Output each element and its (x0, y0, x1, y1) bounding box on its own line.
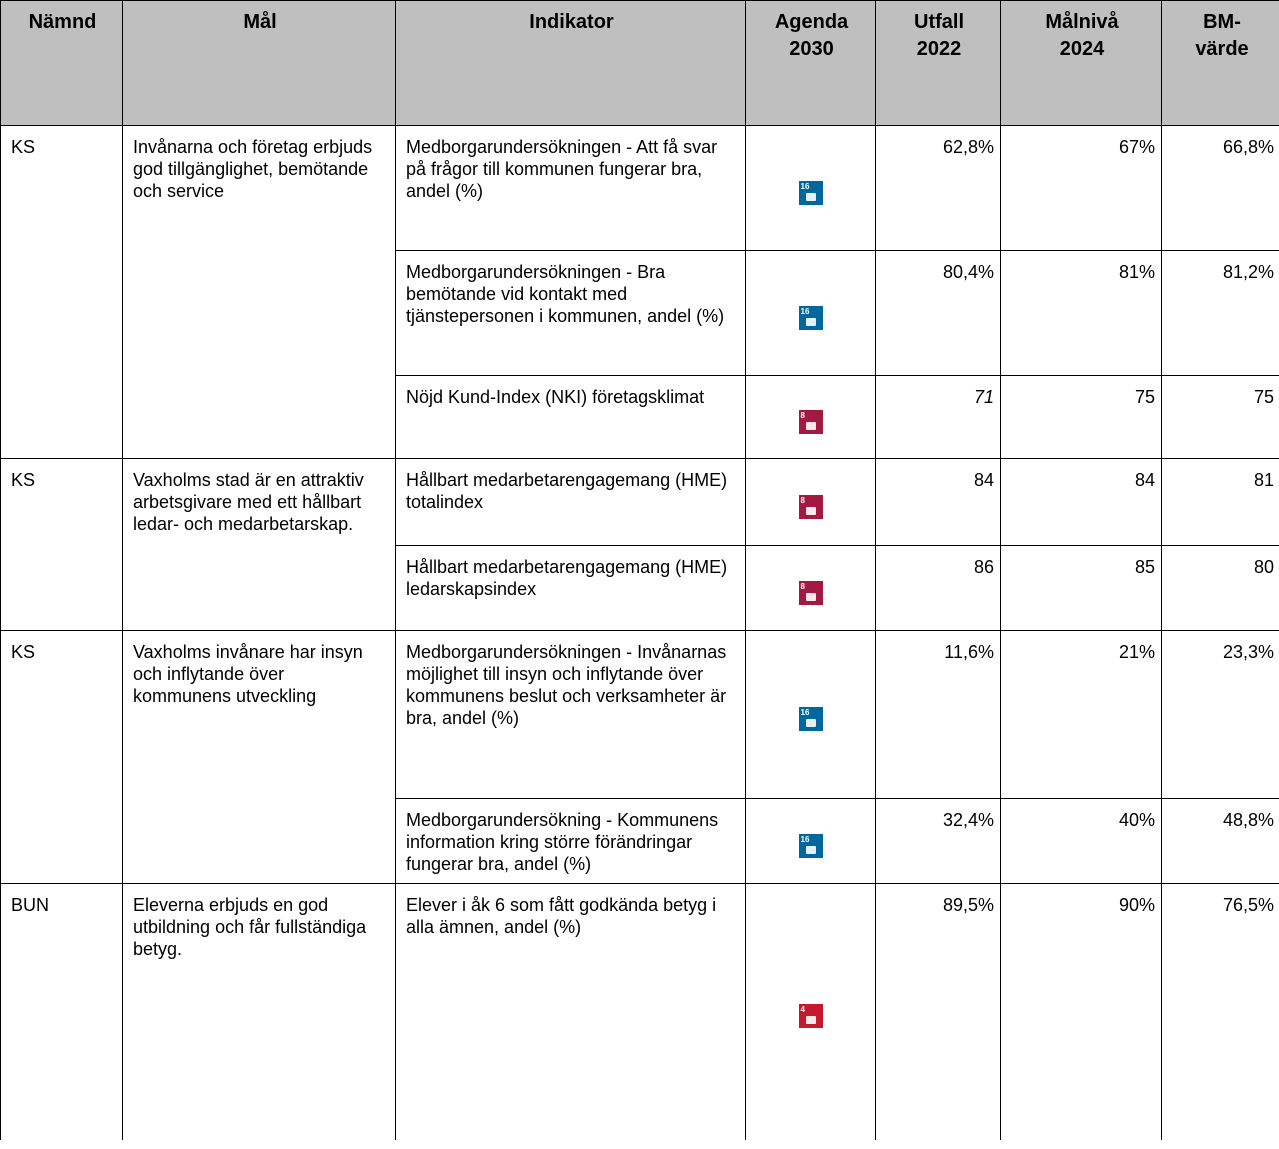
header-cell: Mål (122, 0, 396, 126)
bm-cell: 76,5% (1161, 883, 1279, 1140)
malniva-cell: 90% (1000, 883, 1162, 1140)
mal-cell: Vaxholms stad är en attraktiv arbetsgiva… (122, 458, 396, 631)
header-cell: BM- värde (1161, 0, 1279, 126)
malniva-cell: 21% (1000, 630, 1162, 799)
sdg-icon: 8 (798, 409, 823, 434)
sdg-icon: 8 (798, 580, 823, 605)
header-cell: Målnivå 2024 (1000, 0, 1162, 126)
sdg-icon: 16 (798, 833, 823, 858)
indikator-cell: Hållbart medarbetarengagemang (HME) leda… (395, 545, 746, 631)
namnd-cell: KS (0, 125, 123, 459)
utfall-cell: 80,4% (875, 250, 1001, 376)
header-cell: Utfall 2022 (875, 0, 1001, 126)
sdg-icon: 16 (798, 180, 823, 205)
utfall-cell: 86 (875, 545, 1001, 631)
table-row: KS Vaxholms invånare har insyn och inflyt… (0, 630, 1279, 884)
agenda-cell: 16 (745, 630, 876, 799)
table-body: KS Invånarna och företag erbjuds god till… (0, 125, 1279, 1140)
indikator-cell: Medborgarundersökningen - Invånarnas möj… (395, 630, 746, 799)
malniva-cell: 67% (1000, 125, 1162, 251)
namnd-cell: KS (0, 458, 123, 631)
malniva-cell: 85 (1000, 545, 1162, 631)
agenda-cell: 16 (745, 125, 876, 251)
table-row: Nöjd Kund-Index (NKI) företagsklimat 8 71 7… (1, 375, 1279, 459)
header-cell: Nämnd (0, 0, 123, 126)
bm-cell: 48,8% (1161, 798, 1279, 884)
mal-cell: Vaxholms invånare har insyn och inflytan… (122, 630, 396, 884)
agenda-cell: 16 (745, 250, 876, 376)
table-row: BUN Eleverna erbjuds en god utbildning oc… (0, 883, 1279, 1140)
sdg-icon: 16 (798, 707, 823, 731)
indikator-cell: Medborgarundersökningen - Att få svar på… (395, 125, 746, 251)
utfall-cell: 62,8% (875, 125, 1001, 251)
sdg-icon: 16 (798, 305, 823, 330)
sdg-icon: 8 (798, 494, 823, 519)
header-cell: Indikator (395, 0, 746, 126)
table-row: Hållbart medarbetarengagemang (HME) leda… (1, 545, 1279, 631)
utfall-cell: 89,5% (875, 883, 1001, 1140)
malniva-cell: 81% (1000, 250, 1162, 376)
indikator-cell: Elever i åk 6 som fått godkända betyg i … (395, 883, 746, 1140)
agenda-cell: 4 (745, 883, 876, 1140)
sdg-icon: 4 (798, 1004, 823, 1029)
bm-cell: 81 (1161, 458, 1279, 546)
indikator-cell: Medborgarundersökning - Kommunens inform… (395, 798, 746, 884)
namnd-cell: BUN (0, 883, 123, 1140)
agenda-cell: 8 (745, 458, 876, 546)
bm-cell: 80 (1161, 545, 1279, 631)
mal-cell: Eleverna erbjuds en god utbildning och f… (122, 883, 396, 1140)
mal-cell: Invånarna och företag erbjuds god tillgä… (122, 125, 396, 459)
bm-cell: 66,8% (1161, 125, 1279, 251)
bm-cell: 23,3% (1161, 630, 1279, 799)
table-row: KS Vaxholms stad är en attraktiv arbetsgi… (0, 458, 1279, 631)
malniva-cell: 75 (1000, 375, 1162, 459)
table-row: Medborgarundersökning - Kommunens inform… (1, 798, 1279, 884)
agenda-cell: 8 (745, 545, 876, 631)
malniva-cell: 84 (1000, 458, 1162, 546)
indikator-cell: Nöjd Kund-Index (NKI) företagsklimat (395, 375, 746, 459)
bm-cell: 81,2% (1161, 250, 1279, 376)
bm-cell: 75 (1161, 375, 1279, 459)
header-cell: Agenda 2030 (745, 0, 876, 126)
indikator-cell: Hållbart medarbetarengagemang (HME) tota… (395, 458, 746, 546)
utfall-cell: 11,6% (875, 630, 1001, 799)
agenda-cell: 16 (745, 798, 876, 884)
utfall-cell: 32,4% (875, 798, 1001, 884)
header-row: Nämnd Mål Indikator Agenda 2030 Utfall 2022 M… (0, 0, 1279, 126)
malniva-cell: 40% (1000, 798, 1162, 884)
indikator-cell: Medborgarundersökningen - Bra bemötande … (395, 250, 746, 376)
utfall-cell: 84 (875, 458, 1001, 546)
utfall-cell: 71 (875, 375, 1001, 459)
table-row: Medborgarundersökningen - Bra bemötande … (1, 250, 1279, 376)
namnd-cell: KS (0, 630, 123, 884)
agenda-cell: 8 (745, 375, 876, 459)
table-row: KS Invånarna och företag erbjuds god till… (0, 125, 1279, 459)
